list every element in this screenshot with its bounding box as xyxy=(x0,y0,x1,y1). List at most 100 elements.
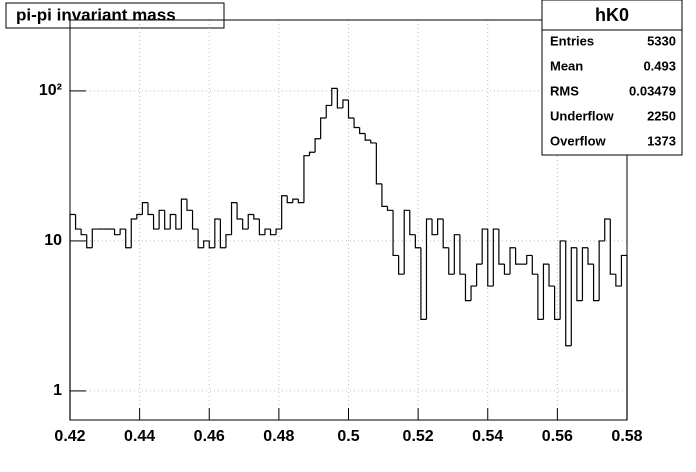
histogram-bin xyxy=(158,209,165,230)
histogram-bin xyxy=(615,274,622,287)
histogram-bin xyxy=(503,264,511,275)
histogram-bin xyxy=(464,274,472,302)
stats-name: Mean xyxy=(550,58,583,73)
histogram-bin xyxy=(203,240,210,248)
stats-value: 0.03479 xyxy=(629,83,676,98)
histogram-bin xyxy=(113,229,121,236)
histogram-bin xyxy=(331,87,338,106)
histogram-bin xyxy=(169,213,176,230)
x-tick-label: 0.42 xyxy=(54,428,85,445)
histogram-bin xyxy=(425,218,433,320)
y-tick-label: 10² xyxy=(39,82,62,99)
histogram-bin xyxy=(297,199,304,204)
histogram-bin xyxy=(509,247,516,275)
histogram-bin xyxy=(141,202,148,215)
histogram-bin xyxy=(576,247,583,302)
histogram-bin xyxy=(609,219,616,275)
histogram-bin xyxy=(147,202,154,216)
stats-box xyxy=(541,0,683,156)
histogram-bin xyxy=(492,228,499,287)
histogram-bin xyxy=(565,240,572,347)
histogram-bin xyxy=(420,247,427,320)
histogram-bin xyxy=(403,209,410,275)
x-tick-label: 0.58 xyxy=(611,428,642,445)
histogram-bin xyxy=(498,229,505,265)
histogram-bin xyxy=(559,240,566,320)
histogram-bin xyxy=(269,229,277,236)
stats-name: Overflow xyxy=(550,133,607,148)
histogram-bin xyxy=(91,228,98,248)
histogram-bin xyxy=(208,240,215,249)
histogram-bin xyxy=(275,228,282,235)
histogram-bin xyxy=(481,228,488,265)
stats-value: 5330 xyxy=(647,33,676,48)
histogram-bin xyxy=(431,219,438,236)
histogram-bin xyxy=(553,286,561,320)
histogram-bin xyxy=(186,199,193,211)
histogram-bin xyxy=(219,219,226,249)
histogram-bin xyxy=(225,234,232,248)
x-tick-label: 0.56 xyxy=(542,428,573,445)
histogram-bin xyxy=(258,219,265,236)
histogram-bin xyxy=(531,255,538,275)
histogram-bin xyxy=(587,247,594,265)
histogram-bin xyxy=(437,218,444,235)
histogram-bin xyxy=(570,247,577,346)
histogram-bin xyxy=(526,254,533,265)
histogram-bin xyxy=(409,210,416,236)
histogram-bin xyxy=(476,263,483,287)
x-tick-label: 0.5 xyxy=(337,428,359,445)
stats-value: 0.493 xyxy=(643,58,676,73)
histogram-bin xyxy=(136,213,143,220)
histogram-bin xyxy=(281,195,288,230)
stats-name: Entries xyxy=(550,33,594,48)
histogram-bin xyxy=(69,213,76,420)
histogram-bin xyxy=(242,219,249,230)
histogram-bin xyxy=(442,219,449,249)
stats-value: 2250 xyxy=(647,108,676,123)
histogram-bin xyxy=(292,198,299,203)
histogram-bin xyxy=(152,214,160,230)
stats-name: RMS xyxy=(550,83,579,98)
histogram-bin xyxy=(487,229,494,287)
histogram-bin xyxy=(325,104,332,118)
histogram-bin xyxy=(308,151,316,156)
chart-title: pi-pi invariant mass xyxy=(16,5,176,24)
y-tick-label: 10 xyxy=(44,232,62,249)
x-tick-label: 0.46 xyxy=(194,428,225,445)
histogram-bin xyxy=(353,117,360,129)
x-tick-label: 0.48 xyxy=(263,428,294,445)
histogram-bin xyxy=(537,274,544,320)
histogram-bin xyxy=(386,206,394,211)
title-box xyxy=(5,2,225,29)
histogram-bin xyxy=(470,285,477,301)
histogram-bin xyxy=(119,228,126,235)
histogram-bin xyxy=(414,234,421,249)
histogram-bin xyxy=(164,210,171,230)
histogram-bin xyxy=(80,229,87,236)
histogram-bin xyxy=(303,155,310,203)
histogram-bin xyxy=(381,183,388,207)
histogram-bin xyxy=(125,229,132,249)
histogram-bin xyxy=(264,228,271,235)
histogram-bin xyxy=(548,264,555,287)
histogram-bin xyxy=(542,263,550,320)
histogram-bin xyxy=(236,202,243,220)
histogram-bin xyxy=(175,214,182,230)
histogram-bin xyxy=(320,117,327,139)
histogram-bin xyxy=(180,198,187,230)
x-tick-label: 0.44 xyxy=(124,428,155,445)
histogram-bin xyxy=(86,234,93,249)
histogram-bin xyxy=(364,133,371,141)
histogram-bin xyxy=(314,138,321,153)
histogram-bin xyxy=(398,255,405,275)
stats-value: 1373 xyxy=(647,133,676,148)
histogram-bin xyxy=(286,195,293,204)
x-tick-label: 0.54 xyxy=(472,428,503,445)
histogram-bin xyxy=(620,254,628,420)
histogram-bin xyxy=(375,142,382,185)
histogram-bin xyxy=(448,247,455,275)
histogram-bin xyxy=(214,218,221,248)
histogram-bin xyxy=(342,99,349,108)
